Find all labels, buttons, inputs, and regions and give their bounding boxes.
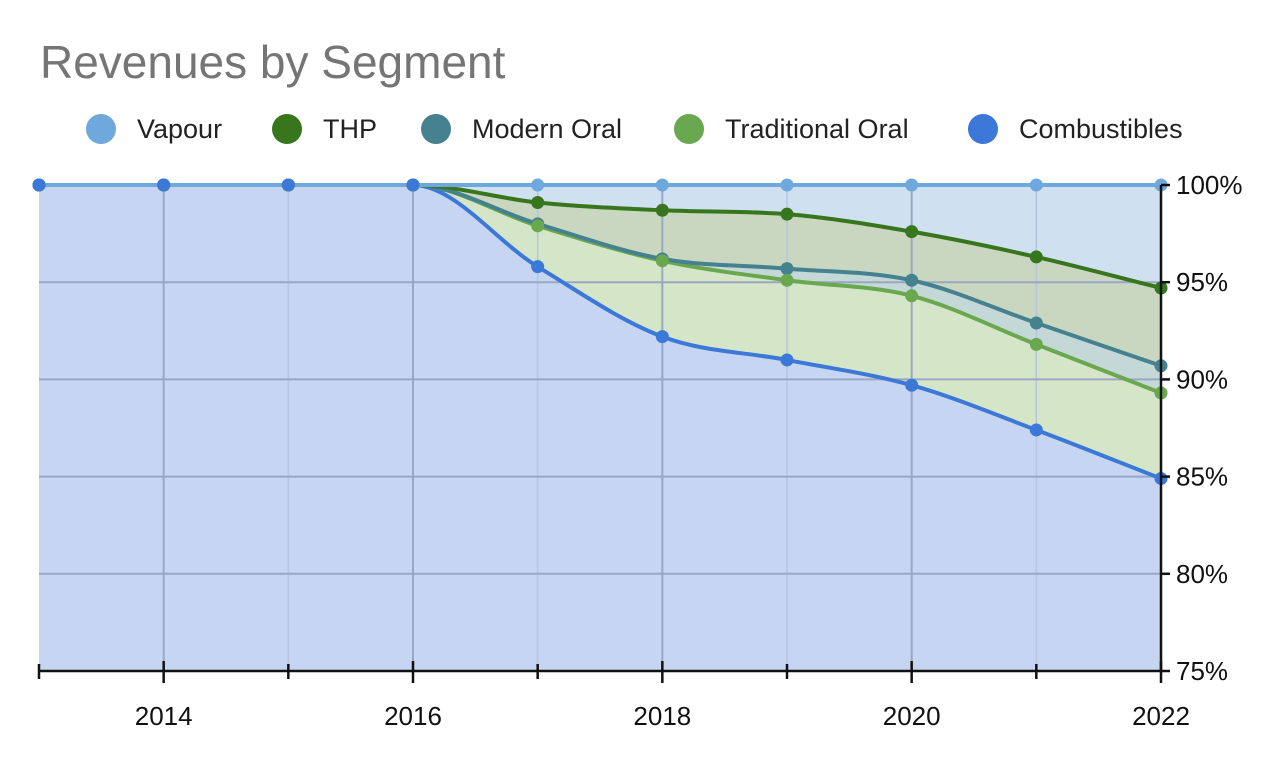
point-combustibles-2018 xyxy=(655,330,669,344)
point-traditional-oral-2019 xyxy=(780,273,794,287)
y-tick-label: 85% xyxy=(1176,462,1228,492)
point-vapour-2020 xyxy=(905,178,919,192)
point-modern-oral-2020 xyxy=(905,273,919,287)
legend-swatch-icon xyxy=(968,114,998,144)
area-thp xyxy=(39,185,1161,366)
axes: 2014 2016 2018 2020 2022 100% 95% 90% 85% 80% 75% xyxy=(37,170,1243,731)
point-traditional-oral-2020 xyxy=(905,289,919,303)
point-combustibles-2019 xyxy=(780,353,794,367)
legend-label: Combustibles xyxy=(1019,114,1183,144)
x-tick-label: 2016 xyxy=(384,701,442,731)
x-tick-label: 2018 xyxy=(633,701,691,731)
y-tick-label: 100% xyxy=(1176,170,1243,200)
point-combustibles-2020 xyxy=(905,378,919,392)
point-combustibles-2016 xyxy=(406,178,420,192)
area-fills xyxy=(39,185,1161,671)
legend-label: THP xyxy=(323,114,377,144)
y-tick-label: 80% xyxy=(1176,559,1228,589)
x-tick-label: 2022 xyxy=(1132,701,1190,731)
legend-item-traditional-oral: Traditional Oral xyxy=(674,114,909,144)
point-traditional-oral-2017 xyxy=(531,219,545,233)
legend-swatch-icon xyxy=(674,114,704,144)
legend-item-vapour: Vapour xyxy=(86,114,222,144)
legend-label: Modern Oral xyxy=(472,114,622,144)
y-tick-label: 90% xyxy=(1176,364,1228,394)
point-traditional-oral-2021 xyxy=(1029,337,1043,351)
point-thp-2017 xyxy=(531,195,545,209)
point-thp-2020 xyxy=(905,225,919,239)
legend-item-modern-oral: Modern Oral xyxy=(421,114,622,144)
point-combustibles-2017 xyxy=(531,260,545,274)
series-lines xyxy=(38,182,1162,481)
point-vapour-2021 xyxy=(1029,178,1043,192)
area-vapour xyxy=(39,185,1161,289)
legend-swatch-icon xyxy=(86,114,116,144)
point-traditional-oral-2018 xyxy=(655,254,669,268)
point-modern-oral-2021 xyxy=(1029,316,1043,330)
y-tick-label: 95% xyxy=(1176,267,1228,297)
point-combustibles-2015 xyxy=(281,178,295,192)
point-thp-2018 xyxy=(655,203,669,217)
point-combustibles-2013 xyxy=(32,178,46,192)
legend-swatch-icon xyxy=(272,114,302,144)
legend-item-thp: THP xyxy=(272,114,377,144)
legend-label: Vapour xyxy=(137,114,222,144)
chart-title: Revenues by Segment xyxy=(40,36,506,88)
area-modern-oral xyxy=(39,185,1161,394)
point-combustibles-2014 xyxy=(157,178,171,192)
point-vapour-2019 xyxy=(780,178,794,192)
x-tick-label: 2020 xyxy=(883,701,941,731)
legend-item-combustibles: Combustibles xyxy=(968,114,1183,144)
point-vapour-2018 xyxy=(655,178,669,192)
chart-legend: Vapour THP Modern Oral Traditional Oral Comb… xyxy=(86,114,1183,144)
point-modern-oral-2019 xyxy=(780,262,794,276)
series-points xyxy=(32,178,1168,486)
x-tick-label: 2014 xyxy=(135,701,193,731)
point-vapour-2017 xyxy=(531,178,545,192)
point-combustibles-2021 xyxy=(1029,423,1043,437)
point-thp-2021 xyxy=(1029,250,1043,264)
area-traditional-oral xyxy=(39,185,1161,479)
point-thp-2019 xyxy=(780,207,794,221)
area-combustibles xyxy=(39,185,1161,671)
legend-label: Traditional Oral xyxy=(725,114,909,144)
y-tick-label: 75% xyxy=(1176,656,1228,686)
legend-swatch-icon xyxy=(421,114,451,144)
